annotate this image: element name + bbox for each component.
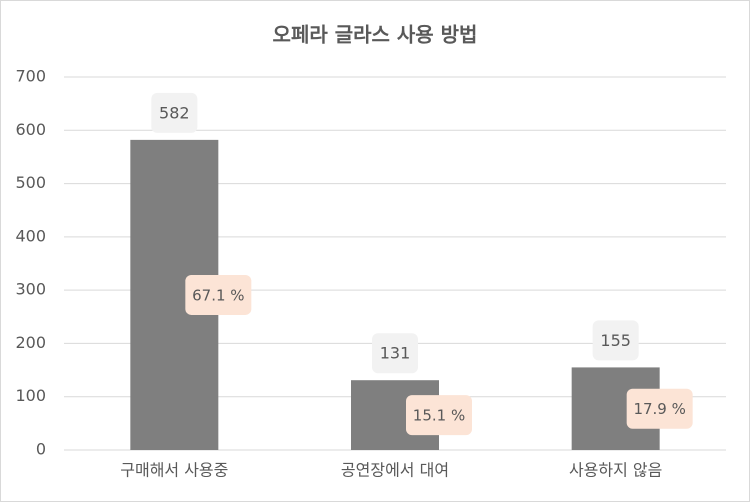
- share-label-box: [406, 395, 472, 436]
- x-tick-label: 공연장에서 대여: [341, 461, 449, 480]
- chart-title: 오페라 글라스 사용 방법: [273, 23, 478, 47]
- value-label-box: [372, 333, 418, 374]
- y-tick-label: 100: [15, 386, 46, 405]
- y-tick-label: 700: [15, 67, 46, 86]
- y-tick-label: 600: [15, 120, 46, 139]
- x-tick-label: 구매해서 사용중: [120, 461, 228, 480]
- value-label-box: [592, 320, 639, 361]
- y-tick-label: 300: [15, 280, 46, 299]
- share-label: 67.1 %: [192, 286, 244, 304]
- y-tick-label: 400: [15, 226, 46, 245]
- share-label-box: [626, 388, 693, 429]
- y-tick-label: 0: [36, 440, 46, 459]
- x-tick-label: 사용하지 않음: [569, 461, 662, 480]
- value-label: 582: [159, 103, 190, 122]
- value-label: 155: [600, 331, 631, 350]
- share-label: 15.1 %: [413, 407, 465, 425]
- value-label-box: [151, 92, 198, 133]
- share-label: 17.9 %: [633, 400, 685, 418]
- value-label: 131: [380, 344, 411, 363]
- y-tick-label: 200: [15, 333, 46, 352]
- share-label-box: [185, 274, 252, 315]
- y-tick-label: 500: [15, 173, 46, 192]
